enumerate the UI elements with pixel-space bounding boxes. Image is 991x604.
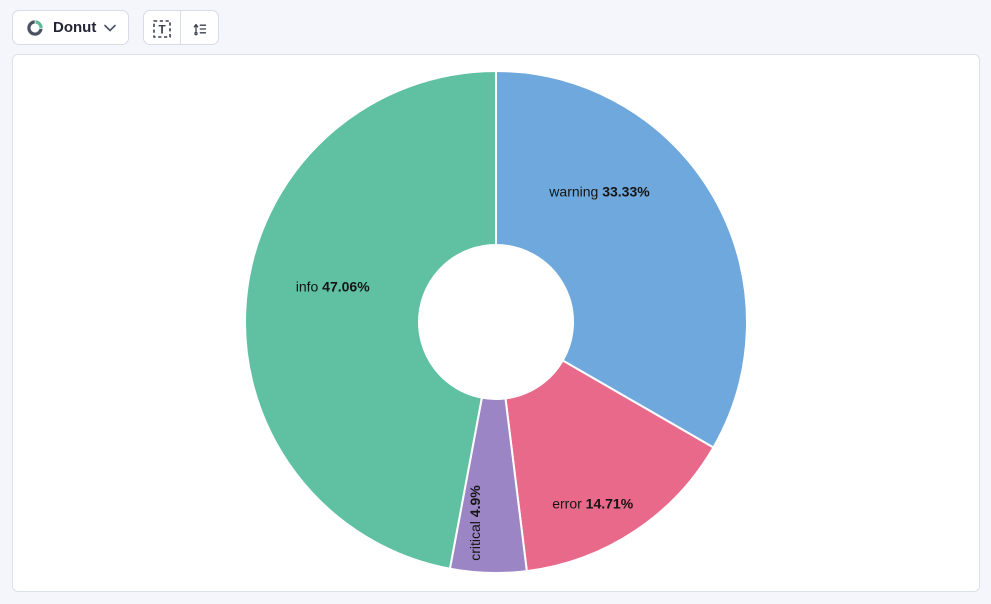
- svg-text:warning 33.33%: warning 33.33%: [548, 184, 650, 200]
- svg-text:error 14.71%: error 14.71%: [552, 495, 633, 511]
- svg-text:critical 4.9%: critical 4.9%: [467, 485, 483, 561]
- svg-text:info 47.06%: info 47.06%: [296, 279, 371, 295]
